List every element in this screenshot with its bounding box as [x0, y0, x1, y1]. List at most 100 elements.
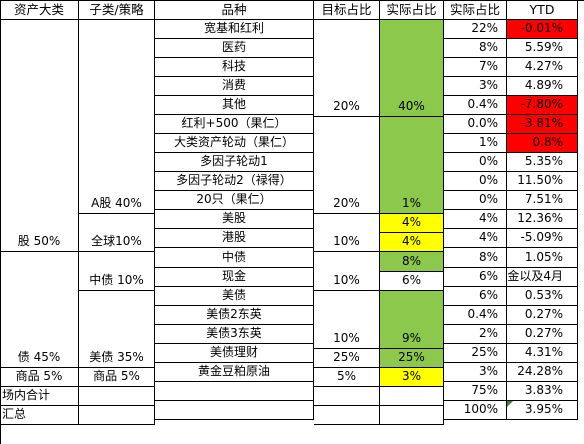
- actual2-cell: 8%: [444, 39, 507, 58]
- ytd-cell: 0.53%: [507, 287, 578, 306]
- actual1-cash: 6%: [380, 272, 444, 291]
- target-us-bond: 10%: [314, 291, 380, 349]
- ytd-cell: 4.27%: [507, 58, 578, 77]
- actual1-a-share-2: 1%: [380, 117, 444, 214]
- subgroup-us-bond: 美债 35%: [79, 291, 155, 368]
- ytd-cell: 5.35%: [507, 153, 578, 172]
- header-ytd: YTD: [507, 0, 578, 20]
- variety-cell: 黄金豆粕原油: [155, 363, 314, 382]
- actual2-cell: 75%: [444, 382, 507, 401]
- ytd-cell: 4.31%: [507, 344, 578, 363]
- actual2-cell: 8%: [444, 248, 507, 268]
- actual2-cell: 6%: [444, 268, 507, 287]
- ytd-cell: 1.05%: [507, 248, 578, 268]
- ytd-cell: 12.36%: [507, 210, 578, 229]
- ytd-cell: 金以及4月: [507, 268, 578, 287]
- header-variety: 品种: [155, 0, 314, 20]
- variety-cell: 美债2东英: [155, 306, 314, 325]
- actual1-us-bond-wm: 25%: [380, 349, 444, 368]
- actual2-cell: 1%: [444, 134, 507, 153]
- variety-cell: 美债理财: [155, 344, 314, 363]
- table-left-border: [0, 0, 1, 444]
- empty-cell: [79, 406, 155, 425]
- subgroup-a-share: A股 40%: [79, 20, 155, 214]
- actual2-cell: 4%: [444, 210, 507, 229]
- empty-cell: [79, 387, 155, 406]
- actual2-cell: 25%: [444, 344, 507, 363]
- subgroup-global: 全球10%: [79, 214, 155, 252]
- actual2-cell: 6%: [444, 287, 507, 306]
- variety-cell: 港股: [155, 229, 314, 248]
- ytd-cell: -3.81%: [507, 115, 578, 134]
- empty-cell: [314, 406, 380, 425]
- actual1-us-bond: 9%: [380, 291, 444, 349]
- actual1-cn-bond: 8%: [380, 252, 444, 272]
- actual2-cell: 0.4%: [444, 96, 507, 115]
- header-sub-class: 子类/策略: [79, 0, 155, 20]
- ytd-cell: 4.89%: [507, 77, 578, 96]
- subgroup-cn-bond: 中债 10%: [79, 252, 155, 291]
- variety-cell: 20只（果仁）: [155, 191, 314, 210]
- variety-cell: 多因子轮动1: [155, 153, 314, 172]
- empty-cell: [314, 387, 380, 406]
- actual2-cell: 4%: [444, 229, 507, 248]
- ytd-cell: 0.8%: [507, 134, 578, 153]
- table-top-border: [0, 0, 584, 1]
- header-asset-class: 资产大类: [0, 0, 79, 20]
- group-summary: 汇总: [0, 406, 79, 425]
- variety-cell: 美债3东英: [155, 325, 314, 344]
- target-a-share-1: 20%: [314, 20, 380, 117]
- ytd-cell: 3.83%: [507, 382, 578, 401]
- variety-cell: 美债: [155, 287, 314, 306]
- target-us-bond-wm: 25%: [314, 349, 380, 368]
- subgroup-commodity: 商品 5%: [79, 368, 155, 387]
- actual2-cell: 3%: [444, 363, 507, 382]
- actual2-cell: 7%: [444, 58, 507, 77]
- ytd-cell: -7.80%: [507, 96, 578, 115]
- actual2-cell: 2%: [444, 325, 507, 344]
- variety-cell: 现金: [155, 268, 314, 287]
- variety-cell: 大类资产轮动（果仁）: [155, 134, 314, 153]
- group-stock: 股 50%: [0, 20, 79, 252]
- ytd-cell: -5.09%: [507, 229, 578, 248]
- variety-cell: 其他: [155, 96, 314, 115]
- comment-marker-icon: [507, 401, 513, 407]
- header-actual-pct-2: 实际占比: [444, 0, 507, 20]
- empty-cell: [380, 406, 444, 425]
- actual1-a-share-1: 40%: [380, 20, 444, 117]
- variety-cell: [155, 401, 314, 420]
- group-commodity: 商品 5%: [0, 368, 79, 387]
- ytd-cell: 24.28%: [507, 363, 578, 382]
- ytd-cell: 7.51%: [507, 191, 578, 210]
- actual1-commodity: 3%: [380, 368, 444, 387]
- actual2-cell: 3%: [444, 77, 507, 96]
- actual2-cell: 0%: [444, 172, 507, 191]
- empty-cell: [380, 387, 444, 406]
- target-a-share-2: 20%: [314, 117, 380, 214]
- actual2-cell: 0.4%: [444, 306, 507, 325]
- header-target-pct: 目标占比: [314, 0, 380, 20]
- actual1-us-stock: 4%: [380, 214, 444, 233]
- actual2-cell: 0%: [444, 153, 507, 172]
- variety-cell: 科技: [155, 58, 314, 77]
- variety-cell: 红利+500（果仁）: [155, 115, 314, 134]
- variety-cell: 消费: [155, 77, 314, 96]
- variety-cell: 医药: [155, 39, 314, 58]
- actual2-cell: 0.0%: [444, 115, 507, 134]
- group-onsite-total: 场内合计: [0, 387, 79, 406]
- actual2-cell: 0%: [444, 191, 507, 210]
- variety-cell: 多因子轮动2（禄得）: [155, 172, 314, 191]
- ytd-cell: 11.50%: [507, 172, 578, 191]
- variety-cell: 中债: [155, 248, 314, 268]
- ytd-cell: 0.27%: [507, 306, 578, 325]
- ytd-cell: 0.27%: [507, 325, 578, 344]
- variety-cell: 美股: [155, 210, 314, 229]
- target-global: 10%: [314, 214, 380, 252]
- ytd-cell: -0.01%: [507, 20, 578, 39]
- group-bond: 债 45%: [0, 252, 79, 368]
- header-actual-pct-1: 实际占比: [380, 0, 444, 20]
- target-cn-bond: 10%: [314, 252, 380, 291]
- ytd-cell: 3.95%: [507, 401, 578, 420]
- variety-cell: [155, 382, 314, 401]
